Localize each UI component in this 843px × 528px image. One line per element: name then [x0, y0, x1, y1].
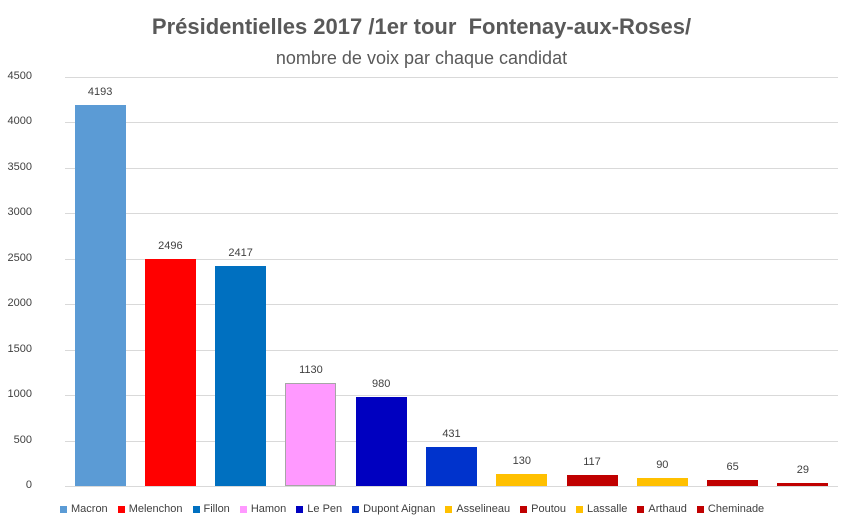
bar-dupont-aignan	[426, 446, 477, 486]
legend-item: Arthaud	[637, 503, 687, 515]
legend-label: Asselineau	[456, 503, 511, 515]
bar-melenchon	[144, 259, 196, 486]
gridline	[65, 349, 838, 351]
gridline	[65, 167, 838, 169]
legend-item: Poutou	[520, 503, 566, 515]
y-tick-label: 2000	[7, 297, 32, 310]
data-label: 90	[656, 458, 669, 471]
gridline	[65, 486, 838, 487]
data-label: 4193	[87, 85, 113, 98]
gridline	[65, 395, 838, 397]
data-label: 2417	[228, 247, 253, 260]
bar-lassalle	[636, 477, 688, 486]
gridline	[65, 304, 838, 306]
bar-arthaud	[707, 480, 759, 486]
gridline	[65, 258, 838, 260]
legend-label: Melenchon	[128, 503, 183, 515]
data-label: 117	[583, 456, 601, 469]
y-tick-label: 3500	[7, 160, 32, 173]
y-tick-label: 4000	[7, 115, 32, 128]
legend-label: Le Pen	[307, 503, 343, 515]
legend-label: Fillon	[203, 503, 230, 515]
legend-swatch	[637, 505, 645, 513]
y-tick-label: 500	[13, 433, 32, 446]
legend-item: Fillon	[192, 503, 230, 515]
data-label: 980	[372, 377, 391, 390]
legend-item: Macron	[60, 503, 108, 515]
legend-swatch	[352, 505, 360, 513]
bar-poutou	[566, 475, 618, 486]
gridline	[65, 122, 838, 124]
chart-title: Présidentielles 2017 /1er tour Fontenay-…	[151, 14, 692, 39]
bar-macron	[74, 104, 126, 486]
gridline	[65, 440, 838, 442]
bar-asselineau	[496, 474, 548, 486]
legend-item: Le Pen	[296, 503, 342, 515]
legend-swatch	[520, 505, 528, 513]
data-label: 29	[796, 464, 809, 477]
legend-label: Arthaud	[648, 503, 687, 515]
chart-subtitle: nombre de voix par chaque candidat	[275, 48, 568, 68]
legend-item: Hamon	[239, 503, 287, 515]
y-tick-label: 2500	[7, 251, 32, 264]
y-tick-label: 3000	[7, 206, 32, 219]
legend-label: Cheminade	[707, 503, 765, 515]
bar-cheminade	[777, 483, 829, 486]
legend-label: Hamon	[250, 503, 287, 515]
legend-swatch	[696, 505, 704, 513]
legend-label: Poutou	[531, 503, 567, 515]
data-label: 65	[726, 461, 739, 474]
gridline	[65, 77, 838, 78]
data-label: 2496	[158, 240, 183, 253]
legend-item: Lassalle	[576, 503, 627, 515]
legend-swatch	[117, 505, 125, 513]
legend-item: Asselineau	[445, 503, 510, 515]
bar-hamon	[285, 383, 337, 486]
y-tick-label: 1000	[7, 388, 32, 401]
legend-label: Macron	[71, 503, 108, 515]
legend-item: Cheminade	[696, 503, 765, 515]
data-label: 1130	[299, 364, 323, 377]
legend-label: Dupont Aignan	[363, 503, 436, 515]
gridline	[65, 213, 838, 215]
legend-swatch	[445, 505, 453, 513]
legend-swatch	[296, 505, 304, 513]
legend-swatch	[192, 505, 200, 513]
legend-item: Dupont Aignan	[352, 503, 435, 515]
legend-swatch	[60, 505, 67, 513]
bar-le-pen	[355, 396, 407, 486]
data-label: 431	[442, 427, 461, 440]
bar-fillon	[215, 266, 267, 486]
y-tick-label: 0	[25, 479, 32, 491]
data-label: 130	[512, 455, 531, 468]
y-tick-label: 4500	[7, 70, 32, 82]
legend-swatch	[576, 505, 584, 513]
chart-legend: Macron Melenchon Fillon Hamon Le Pen Dupont A…	[60, 503, 774, 515]
y-tick-label: 1500	[7, 342, 32, 355]
legend-swatch	[239, 505, 247, 513]
legend-item: Melenchon	[117, 503, 183, 515]
legend-label: Lassalle	[587, 503, 628, 515]
